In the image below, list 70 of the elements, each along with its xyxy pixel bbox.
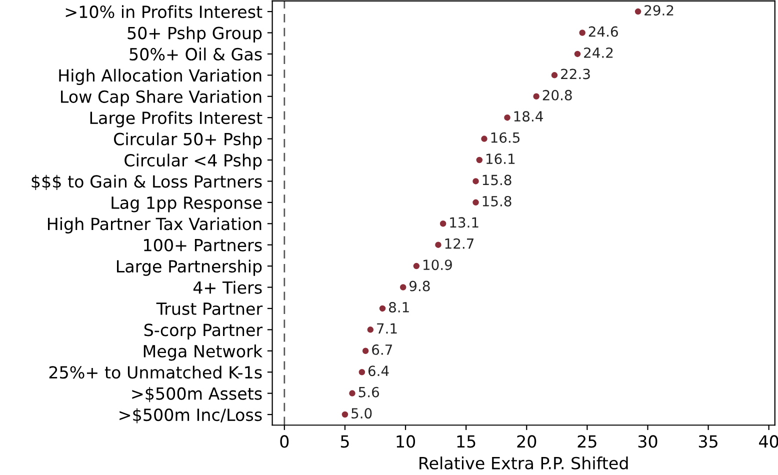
data-label: 5.0 — [352, 408, 372, 419]
y-tick-label: Lag 1pp Response — [112, 196, 262, 212]
point — [551, 72, 558, 78]
data-label: 15.8 — [482, 174, 512, 186]
point — [533, 93, 540, 100]
x-tick-label: 20 — [517, 435, 536, 448]
y-tick-label: Low Cap Share Variation — [61, 90, 262, 106]
data-label: 16.5 — [491, 132, 520, 143]
point — [504, 114, 510, 121]
point — [379, 305, 386, 312]
data-label: 10.9 — [423, 260, 452, 270]
x-tick-label: 40 — [759, 435, 778, 448]
data-label: 22.3 — [561, 68, 590, 80]
point — [362, 348, 369, 354]
x-tick-label: 10 — [396, 435, 416, 448]
data-label: 18.4 — [514, 111, 543, 122]
y-tick-label: 4+ Tiers — [193, 280, 262, 294]
y-tick-label: Circular 50+ Pshp — [114, 132, 262, 149]
point — [342, 411, 348, 418]
data-label: 7.1 — [377, 323, 397, 334]
y-tick-label: High Allocation Variation — [59, 68, 262, 85]
point — [367, 326, 374, 333]
data-label: 12.7 — [445, 238, 474, 249]
y-tick-label: Large Profits Interest — [90, 111, 262, 128]
point — [579, 30, 586, 36]
point — [481, 136, 488, 142]
x-tick-label: 30 — [638, 435, 658, 448]
y-tick-label: 100+ Partners — [144, 238, 262, 252]
data-label: 6.7 — [372, 344, 392, 355]
x-tick-label: 0 — [280, 435, 289, 448]
point — [440, 220, 446, 227]
data-label: 29.2 — [644, 5, 674, 16]
y-tick-label: >$500m Inc/Loss — [120, 408, 262, 424]
x-axis-title: Relative Extra P.P. Shifted — [420, 456, 628, 470]
data-label: 9.8 — [410, 280, 430, 292]
y-tick-label: Large Partnership — [116, 260, 262, 276]
y-tick-label: 50%+ Oil & Gas — [130, 48, 262, 61]
point — [358, 368, 366, 376]
y-tick-label: Mega Network — [144, 344, 263, 361]
point — [634, 8, 642, 15]
data-label: 15.8 — [482, 196, 512, 206]
point — [349, 390, 356, 396]
data-label: 6.4 — [368, 366, 389, 376]
y-tick-label: Trust Partner — [156, 302, 263, 316]
data-label: 20.8 — [542, 90, 572, 100]
y-tick-label: Circular <4 Pshp — [124, 154, 262, 170]
y-tick-label: S-corp Partner — [144, 324, 263, 340]
y-tick-label: >10% in Profits Interest — [66, 5, 262, 18]
y-tick-label: High Partner Tax Variation — [48, 217, 262, 234]
point — [400, 284, 406, 290]
point — [476, 156, 483, 164]
y-tick-label: >$500m Assets — [132, 386, 262, 402]
y-tick-label: 50+ Pshp Group — [128, 26, 262, 43]
point — [435, 242, 442, 248]
point — [472, 178, 479, 184]
data-label: 13.1 — [450, 217, 478, 228]
x-tick-label: 15 — [457, 435, 476, 448]
data-label: 24.6 — [588, 26, 618, 37]
point — [574, 50, 581, 58]
x-tick-label: 5 — [340, 435, 349, 448]
y-tick-label: $$$ to Gain & Loss Partners — [32, 174, 262, 190]
data-label: 24.2 — [584, 47, 613, 58]
y-tick-label: 25%+ to Unmatched K-1s — [49, 366, 262, 379]
point — [413, 262, 420, 270]
data-label: 8.1 — [389, 302, 409, 313]
point — [472, 199, 479, 206]
x-tick-label: 35 — [698, 435, 718, 448]
data-label: 16.1 — [486, 154, 515, 164]
x-tick-label: 25 — [578, 435, 596, 448]
data-label: 5.6 — [358, 386, 379, 398]
